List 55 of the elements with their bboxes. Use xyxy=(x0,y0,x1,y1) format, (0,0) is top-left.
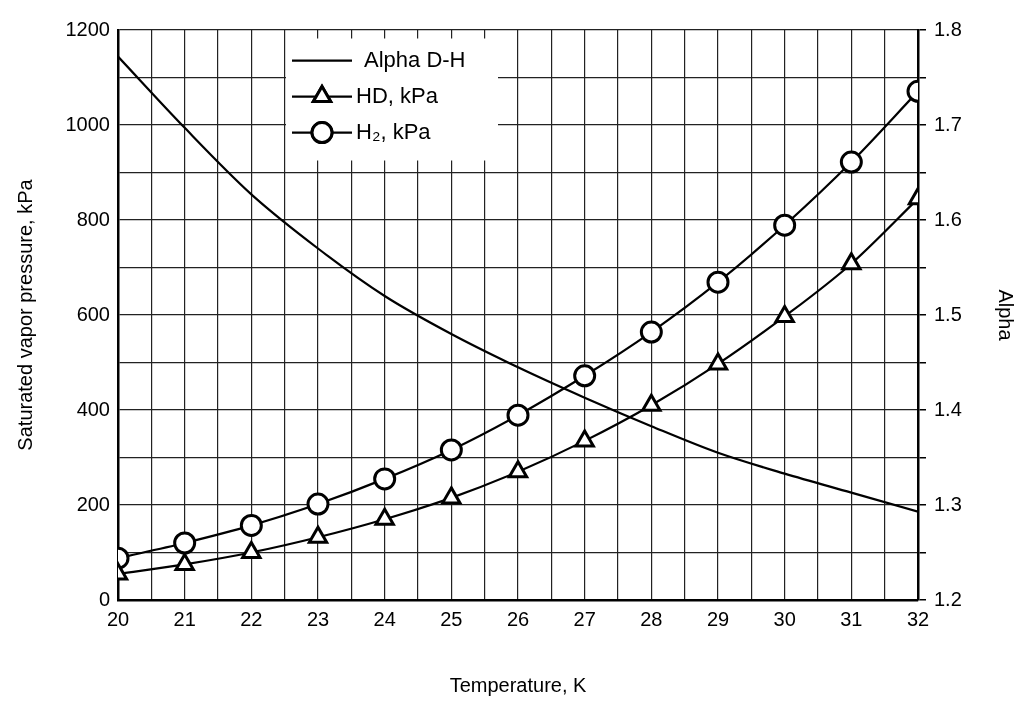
x-tick-label: 24 xyxy=(373,607,396,630)
y2-tick-label: 1.6 xyxy=(934,207,962,230)
point xyxy=(774,304,795,323)
point xyxy=(773,213,797,237)
y-tick-label: 1000 xyxy=(65,112,110,135)
x-tick-label: 25 xyxy=(440,607,463,630)
point xyxy=(506,403,530,427)
y-axis-title: Saturated vapor pressure, kPa xyxy=(13,178,36,451)
x-tick-label: 23 xyxy=(306,607,330,630)
x-tick-label: 30 xyxy=(773,607,796,630)
x-tick-label: 31 xyxy=(840,607,863,630)
point xyxy=(573,364,597,388)
point xyxy=(707,352,729,371)
y-tick-label: 1200 xyxy=(65,17,110,40)
x-tick-label: 29 xyxy=(706,607,730,630)
legend-label: H₂, kPa xyxy=(356,118,432,144)
point xyxy=(174,552,195,571)
x-tick-label: 21 xyxy=(173,607,196,630)
x-tick-label: 28 xyxy=(640,607,663,630)
y2-tick-label: 1.8 xyxy=(934,17,962,40)
y2-tick-label: 1.5 xyxy=(934,302,962,325)
legend-label: HD, kPa xyxy=(356,82,439,108)
x-tick-label: 22 xyxy=(240,607,263,630)
y-tick-label: 200 xyxy=(76,492,110,515)
point xyxy=(706,270,730,294)
point xyxy=(507,460,529,479)
x-tick-label: 26 xyxy=(506,607,530,630)
point xyxy=(306,492,330,516)
y2-tick-label: 1.7 xyxy=(934,112,962,135)
x-tick-label: 27 xyxy=(573,607,596,630)
point xyxy=(441,486,462,505)
y2-tick-label: 1.4 xyxy=(934,397,962,420)
y2-tick-label: 1.2 xyxy=(934,587,962,610)
point xyxy=(841,252,862,271)
point xyxy=(307,525,329,544)
point xyxy=(839,150,863,174)
y-tick-label: 600 xyxy=(76,302,110,325)
point xyxy=(574,429,595,448)
x-axis-title: Temperature, K xyxy=(449,673,588,696)
y2-tick-label: 1.3 xyxy=(934,492,962,515)
point xyxy=(641,393,662,412)
legend-label: Alpha D-H xyxy=(364,46,466,72)
point xyxy=(639,320,663,344)
point xyxy=(439,438,463,462)
point xyxy=(373,467,397,491)
point xyxy=(239,513,263,537)
point xyxy=(241,541,262,559)
x-tick-label: 32 xyxy=(906,607,930,630)
x-tick-label: 20 xyxy=(106,607,130,630)
y-tick-label: 400 xyxy=(76,397,110,420)
y-tick-label: 0 xyxy=(98,587,110,610)
point xyxy=(173,531,197,555)
point xyxy=(374,507,395,526)
y-tick-label: 800 xyxy=(76,207,110,230)
y2-axis-title: Alpha xyxy=(995,289,1018,342)
